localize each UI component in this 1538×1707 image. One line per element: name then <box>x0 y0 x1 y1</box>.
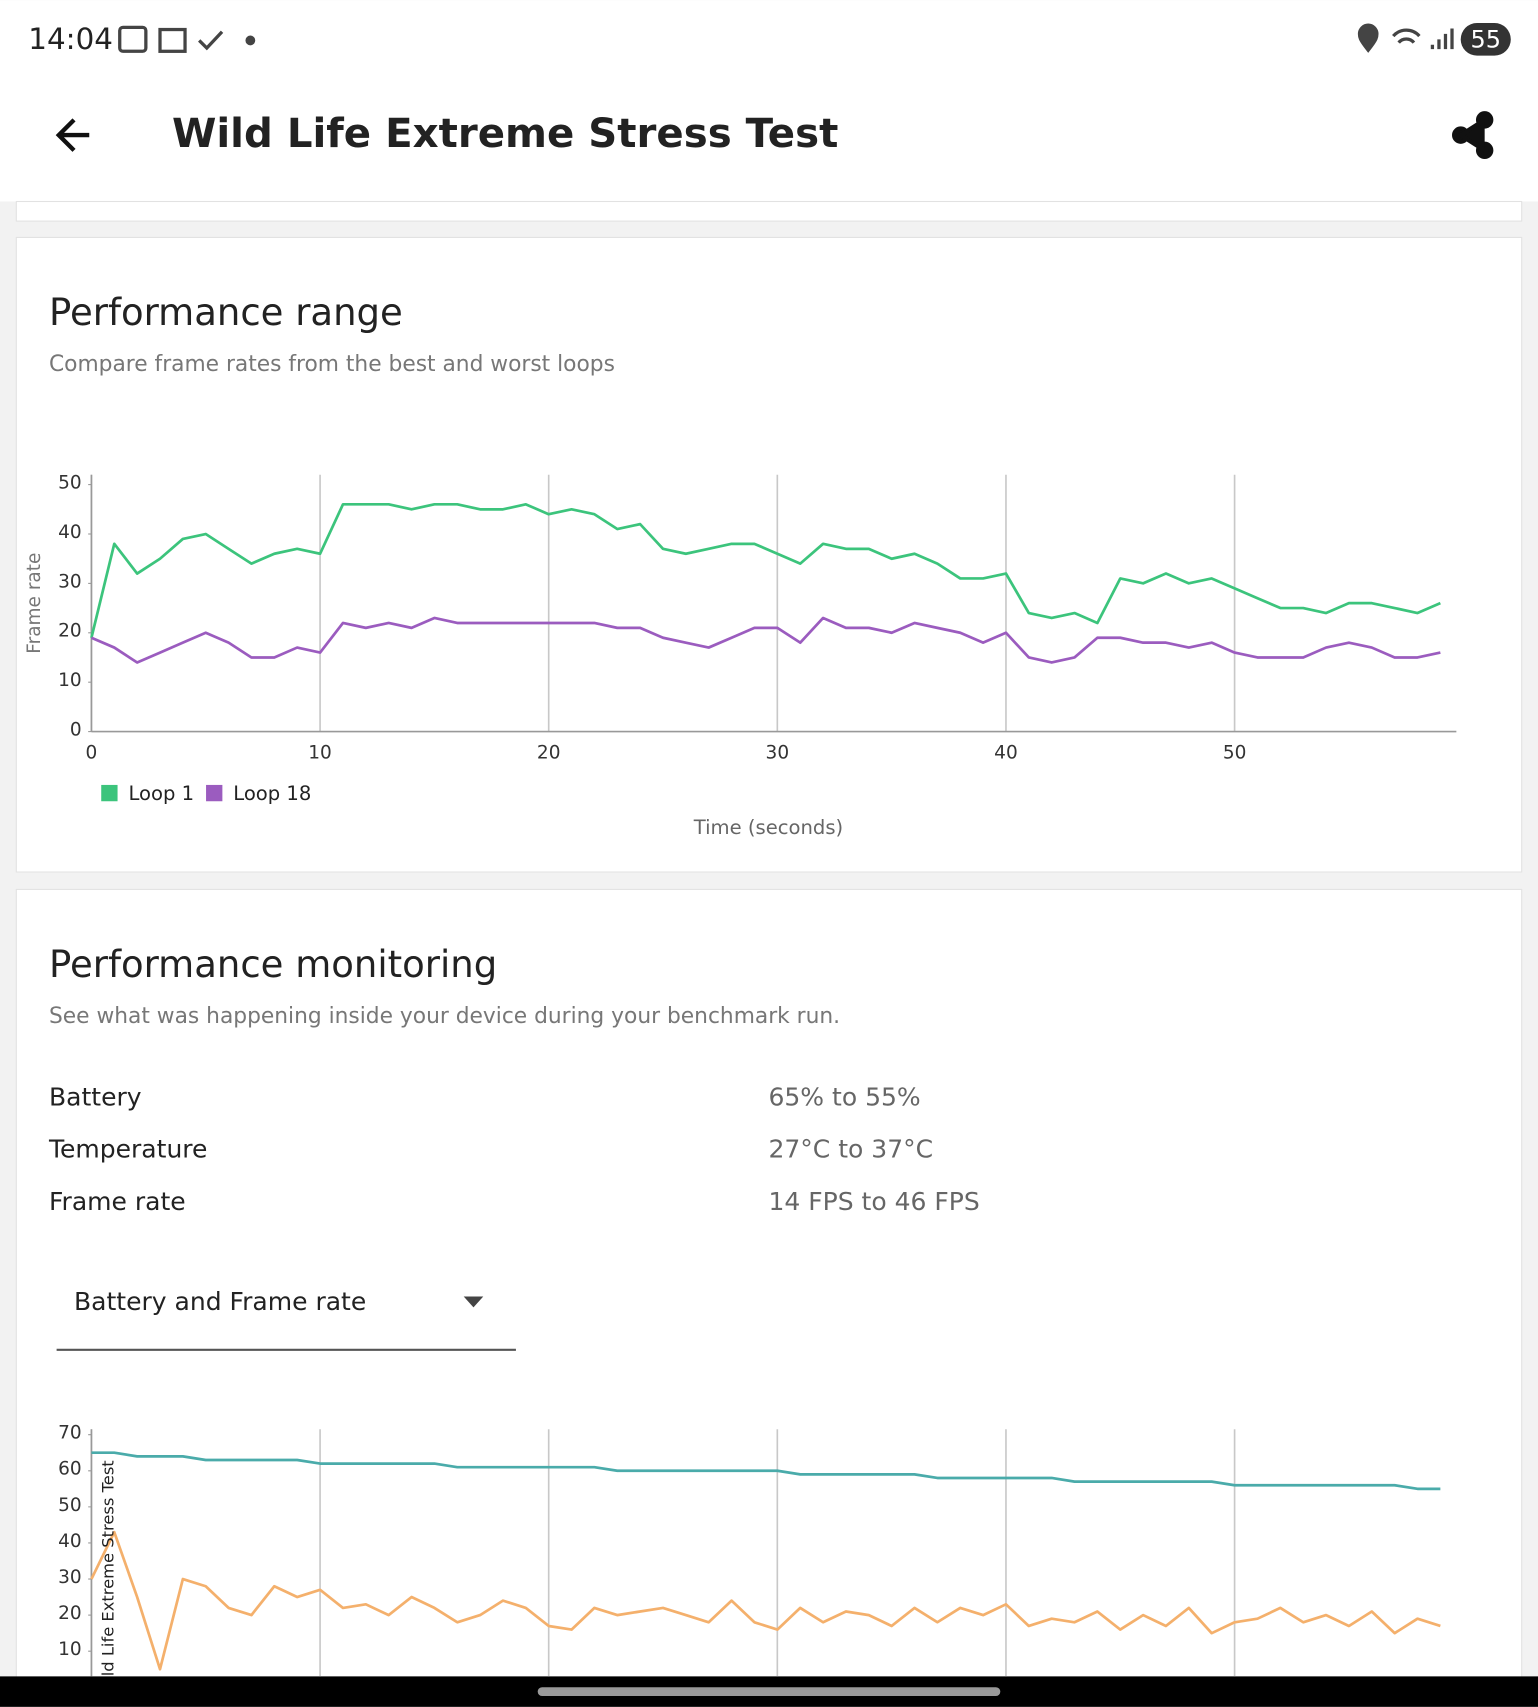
range-subtitle: Compare frame rates from the best and wo… <box>49 352 615 377</box>
stat-value: 27°C to 37°C <box>768 1135 933 1164</box>
share-button[interactable] <box>1452 111 1494 160</box>
y-tick-label: 20 <box>58 1603 82 1624</box>
stat-label: Frame rate <box>49 1187 186 1216</box>
x-tick-label: 40 <box>994 742 1018 763</box>
legend-label: Loop 1 <box>128 782 194 805</box>
y-tick-label: 40 <box>58 522 82 543</box>
stat-label: Battery <box>49 1082 142 1111</box>
y-tick-label: 10 <box>58 1639 82 1660</box>
y-tick-label: 50 <box>58 1495 82 1516</box>
y-tick-label: 10 <box>58 670 82 691</box>
y-tick-label: 30 <box>58 571 82 592</box>
y-tick-label: 50 <box>58 473 82 494</box>
monitoring-subtitle: See what was happening inside your devic… <box>49 1004 840 1029</box>
y-tick-label: 40 <box>58 1531 82 1552</box>
chart: 10 20 30 40 50 60 70 Wild Life Extreme Stress T… <box>58 1423 1441 1696</box>
series-line <box>90 1530 1441 1671</box>
y-tick-label: 30 <box>58 1567 82 1588</box>
x-tick-label: 0 <box>86 742 98 763</box>
series-line <box>90 616 1441 664</box>
back-button[interactable] <box>55 118 90 152</box>
stat-value: 14 FPS to 46 FPS <box>768 1187 979 1216</box>
y-tick-label: 70 <box>58 1423 82 1444</box>
status-icons <box>118 23 1454 53</box>
x-tick-label: 50 <box>1223 742 1247 763</box>
legend-swatch <box>101 784 118 802</box>
y-tick-label: 0 <box>70 720 82 741</box>
monitoring-title: Performance monitoring <box>49 943 497 986</box>
range-title: Performance range <box>49 291 403 334</box>
stat-value: 65% to 55% <box>768 1082 920 1111</box>
app-title: Wild Life Extreme Stress Test <box>172 111 838 157</box>
chart: 0 10 20 30 40 50 0 10 20 30 40 50 Frame rate Time (se… <box>24 473 1457 839</box>
battery-level: 55 <box>1471 25 1501 53</box>
y-tick-label: 60 <box>58 1459 82 1480</box>
monitoring-card <box>15 888 1523 1696</box>
x-tick-label: 10 <box>308 742 332 763</box>
series-line <box>91 1451 1441 1491</box>
header-bg <box>0 0 1538 202</box>
home-indicator <box>537 1687 1001 1696</box>
series-line <box>90 502 1441 639</box>
y-axis-label: Wild Life Extreme Stress Test <box>98 1460 117 1696</box>
card-edge <box>15 200 1523 222</box>
battery-pill <box>1460 23 1511 56</box>
x-tick-label: 20 <box>537 742 561 763</box>
x-tick-label: 30 <box>766 742 790 763</box>
stat-label: Temperature <box>48 1135 207 1164</box>
legend-swatch <box>206 784 223 802</box>
legend-label: Loop 18 <box>233 782 311 805</box>
y-tick-label: 20 <box>58 621 82 642</box>
dropdown-arrow[interactable] <box>463 1296 484 1308</box>
y-axis-label: Frame rate <box>24 553 45 654</box>
x-axis-label: Time (seconds) <box>693 816 843 839</box>
range-card <box>15 236 1523 873</box>
status-time: 14:04 <box>28 22 113 56</box>
dropdown-label[interactable]: Battery and Frame rate <box>74 1287 366 1316</box>
